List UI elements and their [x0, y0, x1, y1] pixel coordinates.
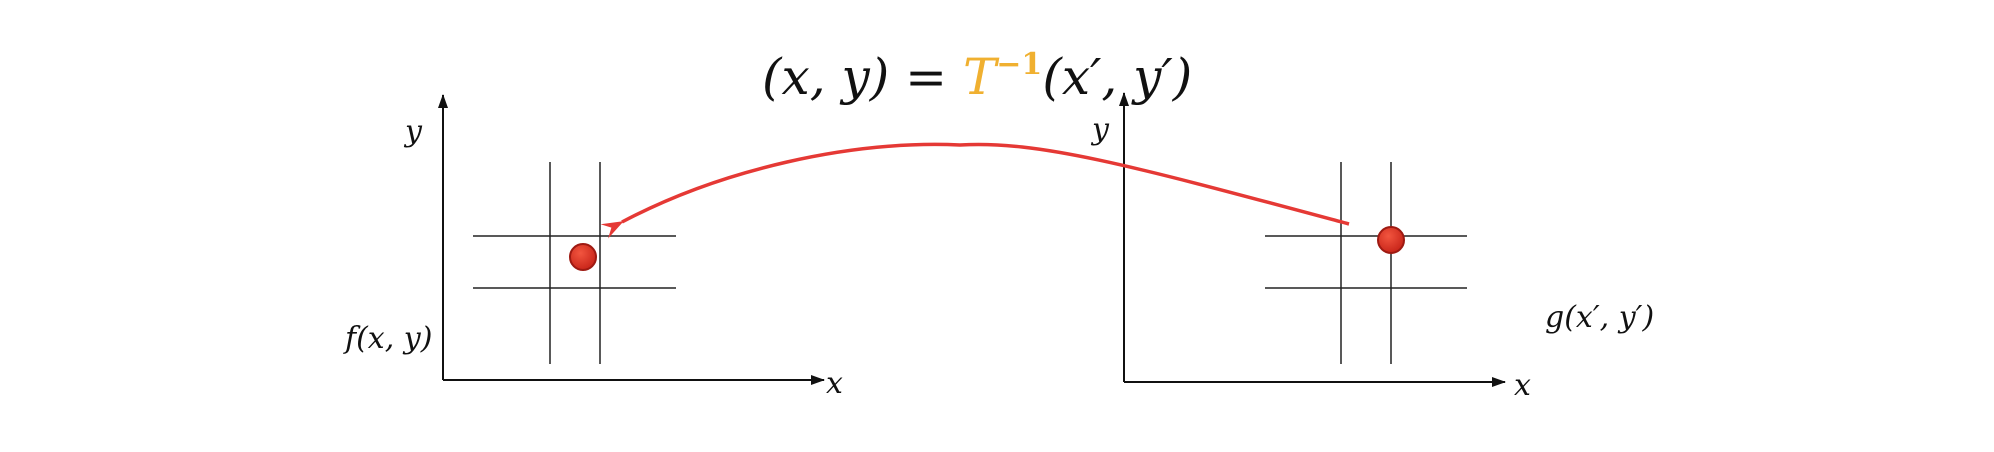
left-grid — [473, 162, 676, 364]
right-x-axis-label: x — [1514, 368, 1531, 403]
right-point — [1377, 226, 1405, 254]
right-function-label: g(x′, y′) — [1545, 300, 1654, 335]
inverse-mapping-arrow — [600, 142, 1350, 239]
left-point — [569, 243, 597, 271]
left-x-axis-label: x — [826, 366, 843, 401]
formula-lhs: (x, y) = — [762, 48, 963, 106]
inverse-transform-formula: (x, y) = T−1(x′, y′) — [762, 47, 1192, 106]
right-y-axis-label: y — [1090, 112, 1110, 147]
formula-rhs: (x′, y′) — [1042, 48, 1192, 106]
formula-operator: T — [963, 48, 1000, 106]
left-y-axis-label: y — [403, 114, 423, 149]
right-grid — [1265, 162, 1467, 364]
right-plot: y x g(x′, y′) — [1090, 92, 1654, 403]
formula-superscript: −1 — [996, 47, 1042, 82]
left-function-label: f(x, y) — [343, 321, 432, 356]
left-plot: y x f(x, y) — [343, 94, 843, 401]
